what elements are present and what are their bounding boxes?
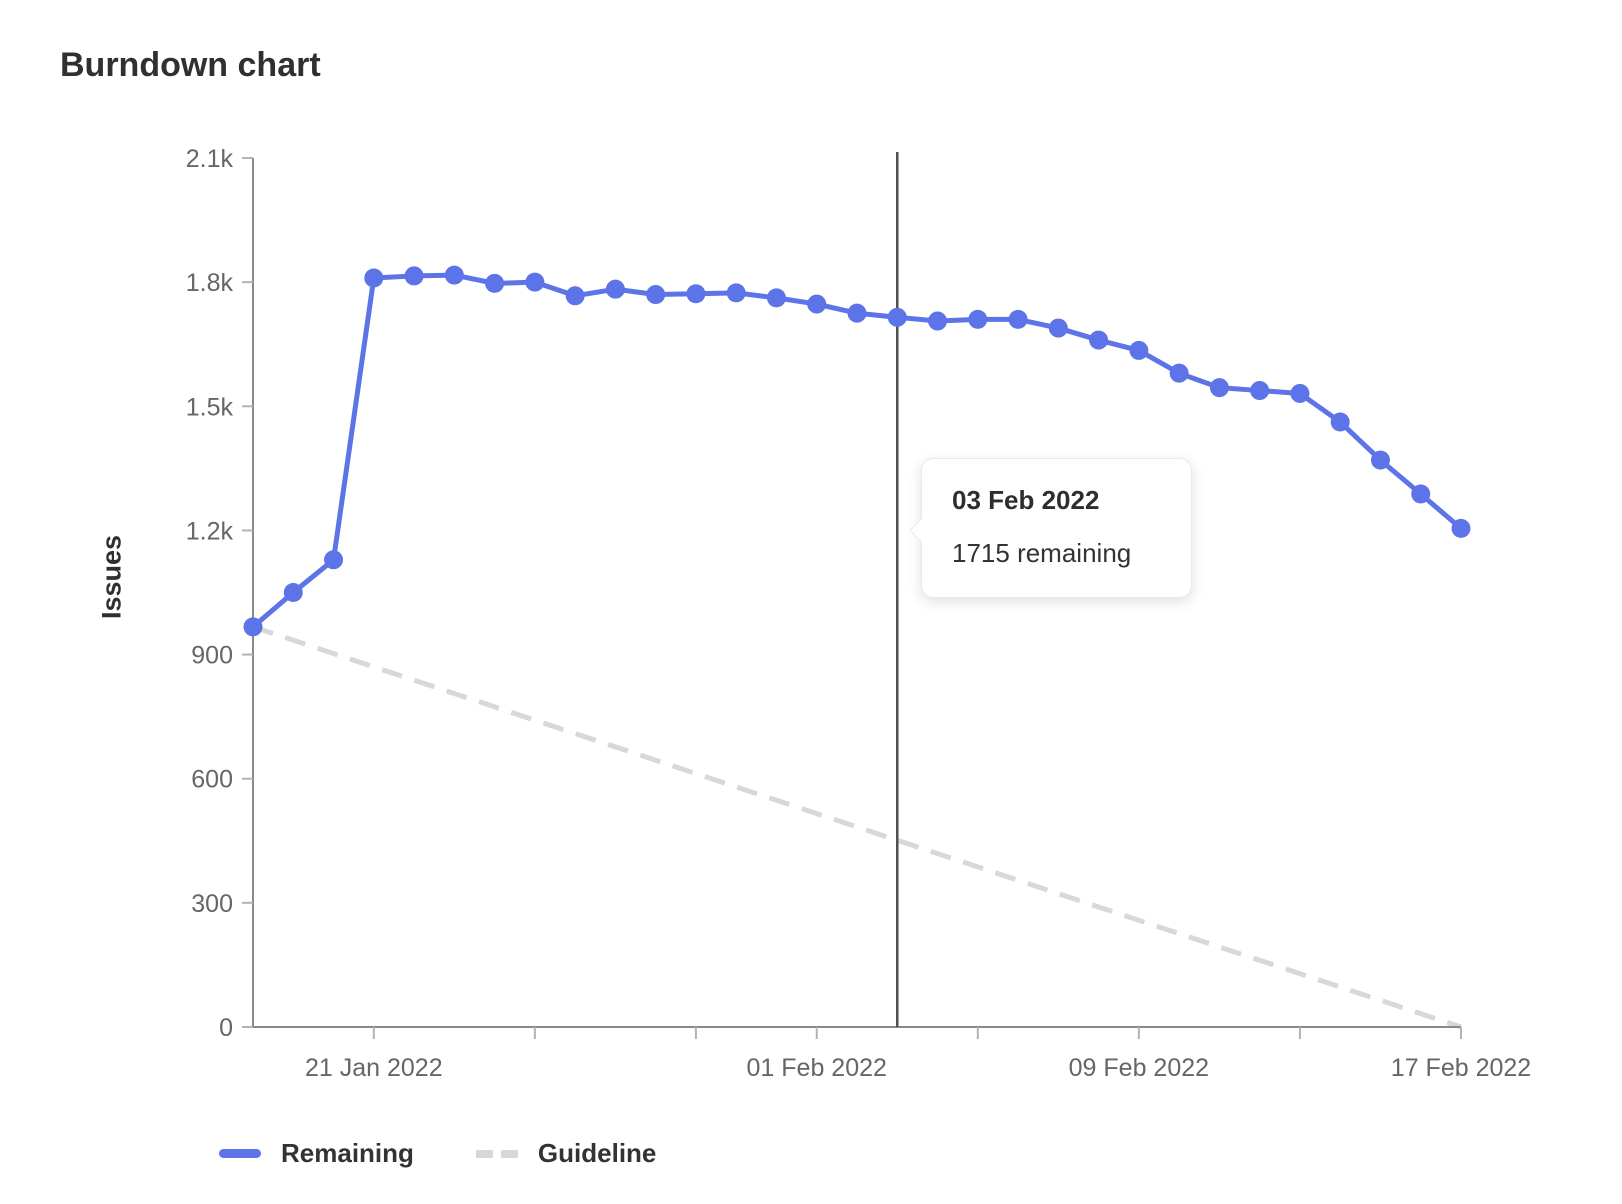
remaining-data-point[interactable] bbox=[404, 266, 424, 286]
remaining-line-marker-icon bbox=[219, 1149, 261, 1158]
remaining-data-point[interactable] bbox=[1089, 330, 1109, 350]
y-axis-tick-label: 1.5k bbox=[186, 393, 234, 421]
tooltip-value: 1715 remaining bbox=[952, 538, 1132, 568]
legend-label-guideline: Guideline bbox=[537, 1138, 657, 1168]
remaining-data-point[interactable] bbox=[243, 617, 263, 637]
y-axis-tick-label: 0 bbox=[219, 1014, 233, 1042]
y-axis-tick-label: 600 bbox=[191, 766, 233, 794]
remaining-data-point[interactable] bbox=[1129, 340, 1149, 360]
remaining-data-point[interactable] bbox=[485, 273, 505, 293]
remaining-data-point[interactable] bbox=[283, 583, 303, 602]
remaining-data-point[interactable] bbox=[1169, 363, 1189, 383]
remaining-data-point[interactable] bbox=[324, 550, 344, 570]
remaining-data-point[interactable] bbox=[525, 272, 545, 292]
guideline-dash-marker-icon bbox=[475, 1149, 518, 1158]
tooltip-date: 03 Feb 2022 bbox=[952, 485, 1100, 515]
remaining-data-point[interactable] bbox=[1451, 518, 1471, 538]
x-axis-tick-label: 21 Jan 2022 bbox=[305, 1054, 443, 1082]
remaining-data-point[interactable] bbox=[1290, 383, 1310, 403]
remaining-data-point[interactable] bbox=[686, 284, 706, 304]
remaining-data-point[interactable] bbox=[646, 285, 666, 305]
y-axis-tick-label: 2.1k bbox=[186, 145, 234, 173]
legend-item-remaining[interactable]: Remaining bbox=[219, 1138, 414, 1169]
y-axis-tick-label: 1.2k bbox=[186, 517, 234, 545]
y-axis-tick-label: 900 bbox=[191, 642, 233, 670]
remaining-data-point[interactable] bbox=[605, 279, 625, 299]
page-title: Burndown chart bbox=[60, 46, 321, 84]
legend-label-remaining: Remaining bbox=[281, 1138, 414, 1168]
remaining-data-point[interactable] bbox=[928, 311, 948, 331]
y-axis-tick-label: 300 bbox=[191, 890, 233, 918]
x-axis-tick-label: 09 Feb 2022 bbox=[1069, 1054, 1209, 1082]
chart-tooltip: 03 Feb 2022 1715 remaining bbox=[909, 458, 1192, 598]
remaining-data-point[interactable] bbox=[565, 286, 585, 306]
remaining-data-point[interactable] bbox=[1370, 450, 1390, 470]
guideline-line bbox=[252, 624, 1462, 1030]
remaining-data-point[interactable] bbox=[1048, 318, 1068, 338]
remaining-data-point[interactable] bbox=[1008, 309, 1028, 329]
remaining-data-point[interactable] bbox=[887, 307, 907, 327]
remaining-data-point[interactable] bbox=[968, 309, 988, 329]
remaining-data-point[interactable] bbox=[1411, 484, 1431, 504]
remaining-data-point[interactable] bbox=[1250, 381, 1270, 401]
remaining-data-point[interactable] bbox=[807, 294, 827, 314]
remaining-data-point[interactable] bbox=[766, 288, 786, 308]
y-axis-tick-label: 1.8k bbox=[186, 269, 234, 297]
remaining-data-point[interactable] bbox=[444, 265, 464, 285]
remaining-data-point[interactable] bbox=[1209, 378, 1229, 398]
remaining-data-point[interactable] bbox=[1330, 412, 1350, 432]
remaining-data-point[interactable] bbox=[847, 303, 867, 323]
remaining-line bbox=[250, 272, 1464, 630]
chart-legend: Remaining Guideline bbox=[219, 1138, 656, 1169]
x-axis-tick-label: 01 Feb 2022 bbox=[747, 1054, 887, 1082]
x-axis-tick-label: 17 Feb 2022 bbox=[1391, 1054, 1531, 1082]
remaining-data-point[interactable] bbox=[726, 283, 746, 303]
remaining-data-point[interactable] bbox=[364, 268, 384, 288]
legend-item-guideline[interactable]: Guideline bbox=[475, 1138, 657, 1169]
